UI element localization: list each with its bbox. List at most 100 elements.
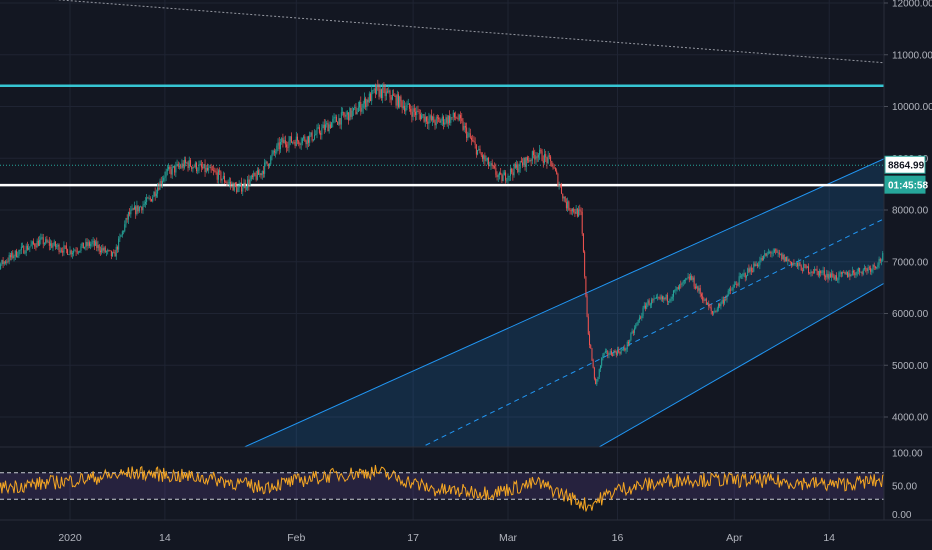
price-pane[interactable] bbox=[0, 0, 932, 453]
candle-body bbox=[174, 166, 176, 173]
candle-body bbox=[831, 273, 833, 278]
candle-body bbox=[129, 212, 131, 215]
candle-body bbox=[93, 240, 95, 246]
candle-body bbox=[39, 239, 41, 246]
rsi-pane[interactable] bbox=[0, 464, 932, 512]
candle-body bbox=[485, 160, 487, 161]
channel-midline[interactable] bbox=[409, 156, 932, 454]
candle-body bbox=[96, 241, 98, 248]
candle-body bbox=[153, 191, 155, 197]
date-axis[interactable]: 202014Feb17Mar16Apr14May18Jun15 bbox=[0, 519, 932, 544]
candle-body bbox=[433, 116, 435, 123]
price-axis[interactable]: 12000.0011000.0010000.009000.008000.0070… bbox=[883, 0, 932, 521]
candle-body bbox=[531, 151, 533, 161]
candle-body bbox=[194, 162, 196, 168]
candle-body bbox=[489, 165, 491, 167]
candle-body bbox=[761, 257, 763, 261]
candle-body bbox=[256, 170, 258, 180]
candle-body bbox=[277, 142, 279, 146]
candle-body bbox=[306, 136, 308, 145]
candle-body bbox=[826, 273, 828, 278]
candle-body bbox=[711, 310, 713, 314]
candle-body bbox=[356, 111, 358, 115]
candle-body bbox=[630, 333, 632, 341]
candle-body bbox=[683, 279, 685, 282]
candle-body bbox=[551, 160, 553, 167]
candle-body bbox=[624, 347, 626, 351]
candle-body bbox=[614, 350, 616, 352]
candle-body bbox=[649, 304, 651, 306]
candle-body bbox=[784, 257, 786, 262]
candle-body bbox=[34, 243, 36, 247]
candle-body bbox=[170, 169, 172, 175]
candle-body bbox=[703, 300, 705, 302]
candle-body bbox=[68, 254, 70, 256]
candle-body bbox=[818, 270, 820, 276]
channel-lower-line[interactable] bbox=[588, 210, 932, 453]
candle-body bbox=[109, 250, 111, 251]
candle-body bbox=[149, 198, 151, 200]
price-axis-label: 8000.00 bbox=[892, 206, 929, 217]
candle-body bbox=[244, 182, 246, 189]
candle-body bbox=[250, 175, 252, 180]
candle-body bbox=[590, 345, 592, 349]
candle-body bbox=[300, 142, 302, 145]
candle-body bbox=[271, 154, 273, 157]
candle-body bbox=[259, 173, 261, 175]
candle-body bbox=[8, 255, 10, 262]
candle-body bbox=[298, 140, 300, 144]
candle-body bbox=[610, 351, 612, 355]
candle-body bbox=[853, 270, 855, 273]
candle-body bbox=[118, 238, 120, 250]
candle-body bbox=[837, 279, 839, 281]
trend-line-1[interactable] bbox=[19, 0, 932, 93]
candle-body bbox=[486, 158, 488, 161]
candle-body bbox=[192, 166, 194, 169]
price-axis-label: 5000.00 bbox=[892, 361, 929, 372]
candle-body bbox=[19, 249, 21, 251]
candle-body bbox=[30, 244, 32, 247]
candle-body bbox=[423, 114, 425, 122]
candle-body bbox=[241, 182, 243, 192]
candle-body bbox=[517, 164, 519, 173]
candle-body bbox=[620, 349, 622, 354]
candle-body bbox=[840, 272, 842, 274]
candle-body bbox=[861, 271, 863, 275]
tag-background bbox=[884, 175, 926, 194]
candle-body bbox=[147, 197, 149, 199]
candle-body bbox=[352, 107, 354, 111]
candle-body bbox=[814, 268, 816, 273]
candle-body bbox=[561, 186, 563, 194]
candle-body bbox=[804, 264, 806, 265]
candle-body bbox=[859, 267, 861, 273]
candle-body bbox=[838, 272, 840, 280]
candle-body bbox=[434, 122, 436, 126]
candle-body bbox=[421, 115, 423, 120]
candle-body bbox=[334, 116, 336, 118]
candle-body bbox=[783, 254, 785, 262]
candle-body bbox=[1, 259, 3, 265]
candle-body bbox=[260, 173, 262, 176]
candle-body bbox=[878, 258, 880, 265]
candle-body bbox=[203, 164, 205, 169]
candle-body bbox=[848, 273, 850, 277]
candle-body bbox=[343, 112, 345, 116]
candle-body bbox=[23, 246, 25, 254]
candle-body bbox=[26, 245, 28, 250]
candle-body bbox=[22, 246, 24, 247]
rsi-axis-label: 0.00 bbox=[892, 510, 912, 521]
candle-body bbox=[50, 243, 52, 246]
candle-body bbox=[462, 120, 464, 130]
candle-body bbox=[827, 273, 829, 279]
candle-body bbox=[789, 261, 791, 262]
candle-body bbox=[164, 176, 166, 178]
candle-body bbox=[735, 284, 737, 285]
candle-body bbox=[722, 299, 724, 304]
candle-body bbox=[15, 250, 17, 257]
candle-body bbox=[536, 156, 538, 158]
channel-upper-line[interactable] bbox=[231, 101, 932, 453]
candle-body bbox=[574, 211, 576, 214]
candle-body bbox=[239, 182, 241, 186]
candle-body bbox=[230, 181, 232, 185]
